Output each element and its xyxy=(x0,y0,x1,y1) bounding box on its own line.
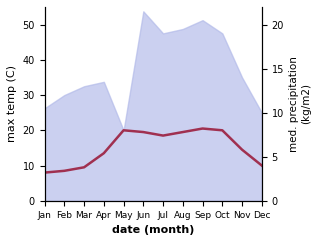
X-axis label: date (month): date (month) xyxy=(112,225,194,235)
Y-axis label: max temp (C): max temp (C) xyxy=(7,65,17,142)
Y-axis label: med. precipitation
(kg/m2): med. precipitation (kg/m2) xyxy=(289,56,311,152)
